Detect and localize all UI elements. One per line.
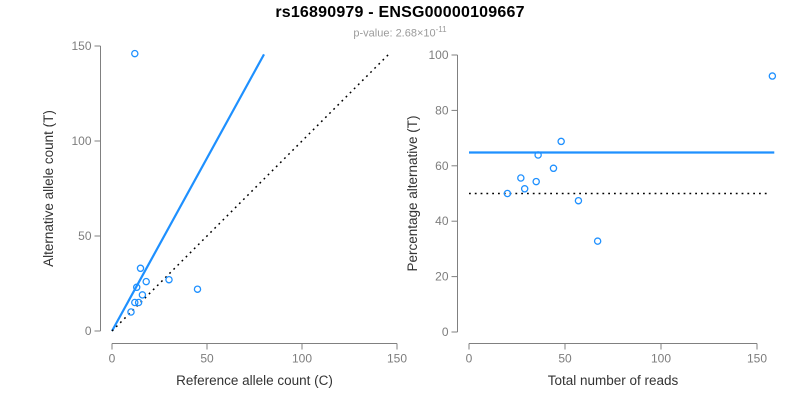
data-point xyxy=(768,72,777,80)
x-tick-label: 0 xyxy=(109,352,116,366)
data-point xyxy=(503,189,512,198)
y-tick-label: 100 xyxy=(428,48,448,62)
x-tick-label: 50 xyxy=(200,352,214,366)
y-tick-label: 50 xyxy=(78,229,92,243)
y-tick-label: 80 xyxy=(435,103,449,117)
x-tick-label: 100 xyxy=(651,352,671,366)
data-point xyxy=(534,151,542,159)
y-tick-label: 100 xyxy=(71,134,91,148)
data-point xyxy=(138,291,147,299)
data-point xyxy=(517,174,525,182)
x-tick-label: 150 xyxy=(387,352,407,366)
pvalue-text: p-value: 2.68×10 xyxy=(353,27,436,40)
data-point xyxy=(574,196,583,205)
panel-right xyxy=(451,54,777,350)
y-tick-label: 150 xyxy=(71,39,91,53)
data-point xyxy=(557,137,565,146)
data-point xyxy=(131,49,139,58)
y-tick-label: 0 xyxy=(85,324,92,338)
y-tick-label: 60 xyxy=(435,159,449,173)
x-tick-label: 100 xyxy=(292,352,312,366)
pvalue-exponent: -11 xyxy=(435,25,447,34)
x-tick-label: 0 xyxy=(466,352,473,366)
x-tick-label: 150 xyxy=(747,352,767,366)
identity-line xyxy=(111,53,390,332)
y-axis-title: Alternative allele count (T) xyxy=(41,110,56,267)
data-point xyxy=(520,185,529,193)
figure-subtitle: p-value: 2.68×10-11 xyxy=(0,25,800,40)
data-point xyxy=(532,177,540,186)
data-point xyxy=(593,237,602,245)
data-point xyxy=(132,283,141,292)
data-point xyxy=(136,264,145,273)
y-axis-title: Percentage alternative (T) xyxy=(405,115,420,271)
panel-left xyxy=(94,45,398,350)
data-point xyxy=(142,277,150,286)
data-point xyxy=(127,308,135,316)
x-tick-label: 50 xyxy=(558,352,572,366)
x-axis-title: Reference allele count (C) xyxy=(176,373,333,388)
figure-title: rs16890979 - ENSG00000109667 xyxy=(275,4,525,21)
data-point xyxy=(193,285,202,293)
x-axis-title: Total number of reads xyxy=(548,373,679,388)
y-tick-label: 40 xyxy=(435,214,449,228)
data-point xyxy=(549,164,558,173)
data-point xyxy=(165,275,173,284)
data-point xyxy=(134,298,143,307)
y-tick-label: 20 xyxy=(435,270,449,284)
y-tick-label: 0 xyxy=(442,325,449,339)
data-point xyxy=(131,298,139,307)
